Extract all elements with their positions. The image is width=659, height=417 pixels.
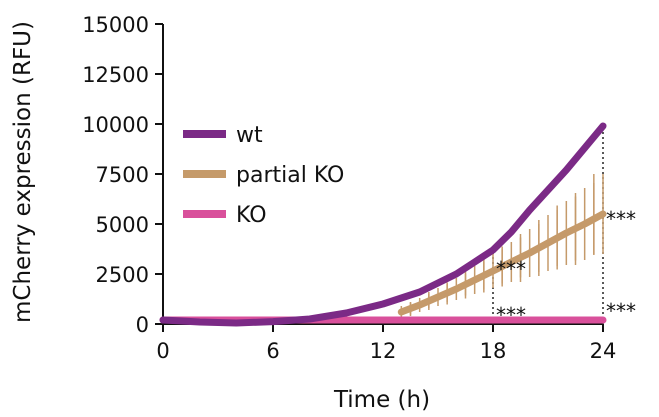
y-tick-label: 0 [136, 313, 149, 337]
y-tick-label: 5000 [96, 213, 149, 237]
legend-label: wt [236, 123, 263, 148]
x-tick-label: 18 [480, 339, 507, 363]
axes: 0 6 12 18 24 0 2500 5000 7500 10000 12500 15000 [82, 13, 616, 363]
annotations: *** *** *** *** [496, 207, 636, 327]
x-tick-label: 12 [370, 339, 397, 363]
significance-label: *** [606, 207, 636, 231]
y-tick-label: 15000 [82, 13, 149, 37]
legend-label: partial KO [236, 163, 344, 188]
significance-label: *** [496, 303, 526, 327]
significance-label: *** [606, 299, 636, 323]
y-tick-label: 12500 [82, 63, 149, 87]
legend-label: KO [236, 203, 267, 228]
significance-label: *** [496, 257, 526, 281]
y-tick-label: 10000 [82, 113, 149, 137]
y-axis-label: mCherry expression (RFU) [10, 21, 36, 323]
series-line-wt [159, 122, 607, 327]
series-lines [159, 122, 607, 327]
legend: wt partial KO KO [183, 123, 344, 228]
series-line-partial-ko [397, 210, 607, 316]
x-tick-label: 0 [156, 339, 169, 363]
y-tick-label: 7500 [96, 163, 149, 187]
x-axis-label: Time (h) [333, 387, 430, 413]
x-tick-label: 24 [590, 339, 617, 363]
y-tick-label: 2500 [96, 263, 149, 287]
x-tick-label: 6 [266, 339, 279, 363]
